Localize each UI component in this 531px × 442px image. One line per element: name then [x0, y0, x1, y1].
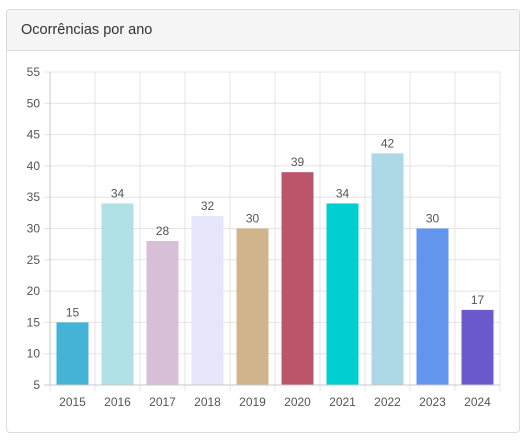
panel-header: Ocorrências por ano — [7, 10, 519, 51]
x-tick-label-2020: 2020 — [284, 395, 311, 409]
x-tick-label-2023: 2023 — [419, 395, 446, 409]
bar-2017[interactable] — [146, 241, 179, 385]
y-tick-label: 30 — [27, 222, 41, 236]
panel-title: Ocorrências por ano — [21, 22, 153, 38]
value-label-2016: 34 — [111, 186, 125, 200]
value-label-2024: 17 — [471, 293, 485, 307]
x-tick-label-2015: 2015 — [59, 395, 86, 409]
y-tick-label: 45 — [27, 128, 41, 142]
y-tick-label: 50 — [27, 96, 41, 110]
value-label-2023: 30 — [426, 212, 440, 226]
bar-2024[interactable] — [461, 309, 494, 385]
bar-2019[interactable] — [236, 228, 269, 386]
y-tick-label: 5 — [33, 378, 40, 392]
value-label-2018: 32 — [201, 199, 215, 213]
bar-2016[interactable] — [101, 203, 134, 385]
x-tick-label-2024: 2024 — [464, 395, 491, 409]
y-tick-label: 55 — [27, 65, 41, 79]
x-tick-label-2021: 2021 — [329, 395, 356, 409]
value-label-2020: 39 — [291, 155, 305, 169]
y-tick-label: 40 — [27, 159, 41, 173]
value-label-2015: 15 — [66, 305, 80, 319]
value-label-2022: 42 — [381, 136, 395, 150]
bars — [56, 153, 494, 386]
bar-2022[interactable] — [371, 153, 404, 385]
y-tick-label: 35 — [27, 190, 41, 204]
x-tick-label-2018: 2018 — [194, 395, 221, 409]
y-tick-label: 20 — [27, 284, 41, 298]
value-label-2019: 30 — [246, 212, 260, 226]
bar-2021[interactable] — [326, 203, 359, 385]
bar-2020[interactable] — [281, 172, 314, 385]
labels: 5 10 15 20 25 30 35 40 45 50 55 15 2015 34 2016 28 2017 3… — [27, 65, 492, 409]
x-tick-label-2019: 2019 — [239, 395, 266, 409]
bar-2018[interactable] — [191, 215, 224, 385]
y-tick-label: 25 — [27, 253, 41, 267]
y-tick-label: 15 — [27, 315, 41, 329]
x-tick-label-2022: 2022 — [374, 395, 401, 409]
bar-2023[interactable] — [416, 228, 449, 386]
x-tick-label-2016: 2016 — [104, 395, 131, 409]
value-label-2017: 28 — [156, 224, 170, 238]
bar-2015[interactable] — [56, 322, 89, 385]
value-label-2021: 34 — [336, 186, 350, 200]
y-tick-label: 10 — [27, 347, 41, 361]
x-tick-label-2017: 2017 — [149, 395, 176, 409]
axes — [44, 72, 500, 386]
